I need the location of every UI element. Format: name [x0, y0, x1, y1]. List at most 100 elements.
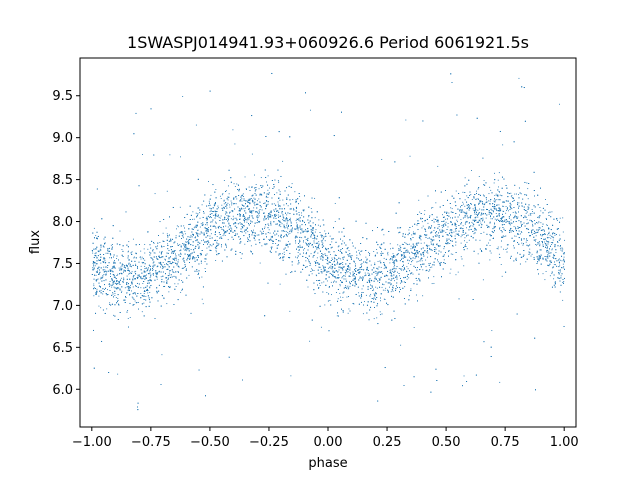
data-point — [416, 280, 418, 282]
data-point — [311, 234, 313, 236]
data-point — [553, 237, 555, 239]
data-point — [186, 250, 188, 252]
data-point — [254, 235, 256, 237]
data-point — [559, 234, 561, 236]
data-point — [104, 269, 106, 271]
data-point — [497, 215, 498, 217]
data-point — [204, 268, 206, 269]
data-point — [538, 258, 540, 260]
data-point — [403, 267, 405, 268]
data-point — [455, 233, 457, 235]
data-point — [154, 252, 156, 254]
data-point — [231, 204, 233, 206]
data-point — [166, 233, 168, 235]
data-point — [123, 279, 125, 281]
data-point — [307, 245, 309, 247]
data-point — [149, 287, 151, 289]
data-point — [106, 271, 108, 273]
data-point — [216, 240, 218, 241]
data-point — [311, 268, 313, 270]
data-point — [542, 241, 543, 243]
data-point — [396, 260, 398, 262]
data-point — [127, 310, 129, 311]
data-point — [312, 228, 314, 230]
data-point — [127, 251, 129, 253]
data-point — [332, 259, 334, 260]
data-point — [289, 310, 291, 312]
data-point — [178, 272, 179, 273]
data-point — [447, 222, 449, 224]
data-point — [129, 272, 130, 274]
data-point — [199, 253, 201, 255]
data-point — [510, 219, 512, 221]
data-point — [442, 235, 443, 237]
data-point — [489, 245, 491, 246]
data-point — [182, 233, 184, 235]
data-point — [543, 230, 545, 232]
data-point — [404, 241, 406, 243]
data-point — [450, 253, 452, 255]
data-point — [134, 300, 136, 302]
data-point — [387, 275, 389, 277]
data-point — [337, 298, 339, 300]
data-point — [419, 234, 421, 236]
data-point — [554, 282, 556, 284]
data-point — [240, 223, 242, 225]
data-point — [207, 230, 209, 232]
data-point — [530, 255, 532, 257]
data-point — [307, 286, 309, 288]
data-point — [414, 233, 416, 235]
data-point — [257, 217, 259, 219]
data-point — [379, 314, 381, 316]
data-point — [548, 231, 550, 233]
data-point — [477, 213, 479, 215]
data-point — [437, 235, 439, 237]
data-point — [503, 205, 505, 207]
data-point — [181, 267, 183, 269]
data-point — [482, 220, 483, 222]
data-point — [291, 228, 293, 230]
data-point — [415, 294, 417, 296]
data-point — [383, 284, 385, 286]
data-point — [408, 243, 410, 245]
data-point — [438, 235, 440, 237]
data-point — [95, 271, 97, 273]
data-point — [546, 241, 548, 243]
data-point — [206, 247, 208, 249]
data-point — [277, 235, 279, 237]
data-point — [309, 225, 311, 227]
data-point — [224, 231, 226, 232]
data-point — [443, 259, 445, 261]
data-point — [446, 239, 448, 241]
data-point — [337, 270, 339, 272]
data-point — [300, 212, 302, 214]
data-point — [126, 275, 128, 277]
data-point — [409, 260, 411, 262]
data-point — [131, 271, 133, 273]
data-point — [246, 221, 248, 223]
data-point — [562, 281, 564, 283]
data-point — [380, 253, 382, 255]
data-point — [279, 240, 281, 242]
data-point — [500, 246, 502, 248]
data-point — [129, 293, 131, 295]
data-point — [537, 222, 539, 224]
data-point — [468, 222, 470, 224]
data-point — [235, 222, 237, 224]
data-point — [177, 226, 179, 228]
data-point — [423, 242, 425, 244]
data-point — [224, 235, 226, 236]
data-point — [244, 216, 246, 218]
data-point — [515, 226, 516, 228]
data-point — [354, 263, 356, 265]
data-point — [444, 218, 446, 220]
data-point — [349, 285, 351, 287]
data-point — [397, 253, 399, 254]
data-point — [120, 292, 122, 293]
data-point — [316, 257, 318, 259]
data-point — [547, 255, 549, 257]
data-point — [100, 276, 102, 278]
data-point — [500, 218, 502, 220]
data-point — [493, 200, 495, 202]
data-point — [455, 190, 457, 192]
